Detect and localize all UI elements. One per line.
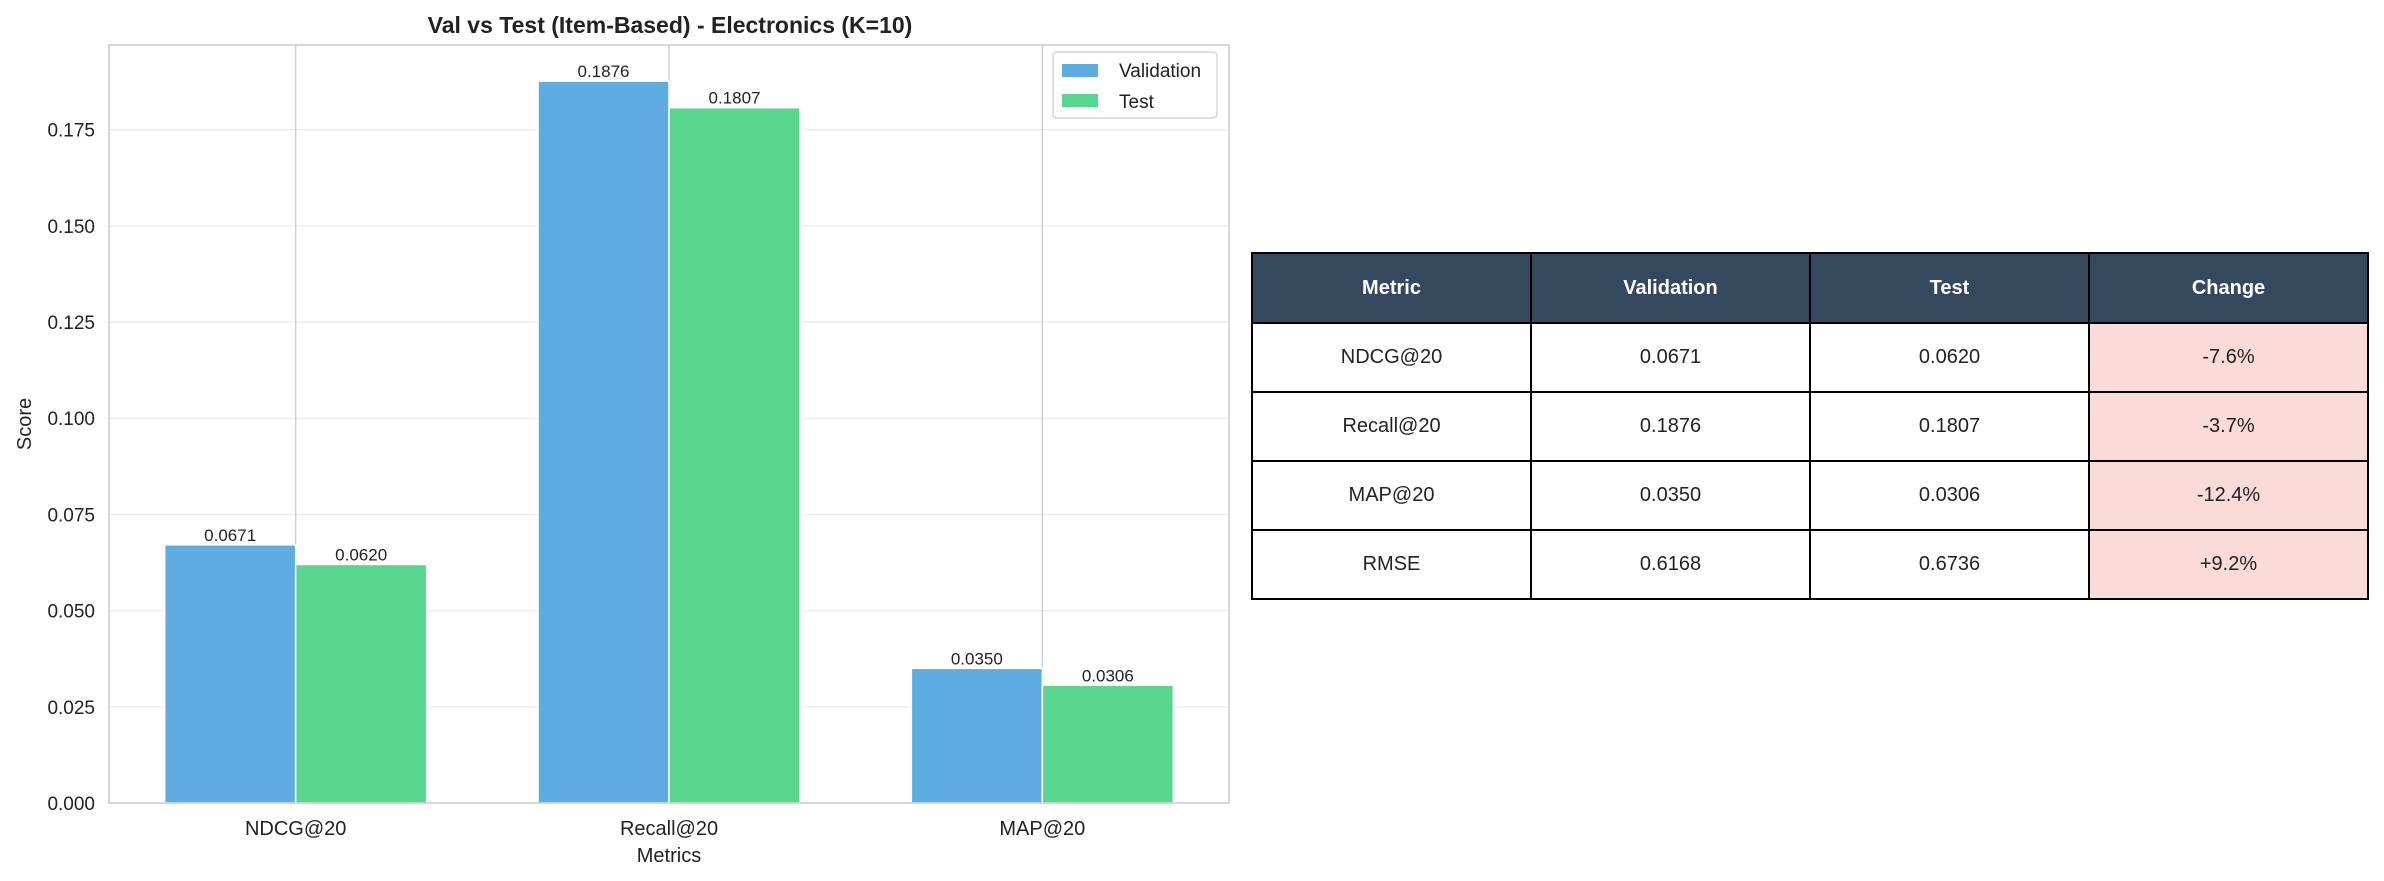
y-tick-label: 0.025 [47,698,95,719]
y-tick-label: 0.000 [47,794,95,815]
x-tick-label: NDCG@20 [245,818,346,840]
bar-test-2 [1041,684,1175,804]
bar-value-label: 0.0350 [951,649,1003,668]
bar-test-1 [668,106,801,804]
cell-change: -3.7% [2088,391,2369,462]
y-axis-ticks: 0.000 0.025 0.050 0.075 0.100 0.125 0.150 0.175 [47,121,95,815]
y-tick-label: 0.050 [47,602,95,623]
labels-layer: 0.0671 0.1876 0.0350 0.0620 0.1807 0.0306 [204,62,1134,685]
bar-value-label: 0.0620 [335,545,387,564]
header-metric: Metric [1251,252,1532,324]
table-row: Recall@20 0.1876 0.1807 -3.7% [1251,391,2369,462]
legend-swatch-validation [1062,64,1098,77]
bar-value-label: 0.0671 [204,526,256,545]
cell-test: 0.1807 [1809,391,2090,462]
metrics-table: Metric Validation Test Change NDCG@20 0.… [1251,252,2369,600]
x-axis-label: Metrics [637,845,701,867]
cell-change: -7.6% [2088,322,2369,393]
x-tick-label: Recall@20 [620,818,718,840]
table-header-row: Metric Validation Test Change [1251,252,2369,324]
bar-value-label: 0.0306 [1082,666,1134,685]
header-change: Change [2088,252,2369,324]
legend-swatch-test [1062,94,1098,107]
legend: Validation Test [1052,51,1218,119]
x-axis-ticks: NDCG@20 Recall@20 MAP@20 [245,818,1085,840]
y-tick-label: 0.150 [47,217,95,238]
bar-validation-1 [537,80,670,804]
y-tick-label: 0.175 [47,121,95,142]
y-axis-label: Score [14,398,36,450]
plot-frame [108,44,1230,804]
cell-metric: MAP@20 [1251,460,1532,531]
bar-test-0 [294,563,428,804]
legend-label-test: Test [1119,92,1155,113]
cell-change: +9.2% [2088,529,2369,600]
x-tick-label: MAP@20 [999,818,1085,840]
cell-validation: 0.6168 [1530,529,1811,600]
table-row: MAP@20 0.0350 0.0306 -12.4% [1251,460,2369,531]
legend-label-validation: Validation [1119,61,1201,82]
cell-test: 0.0306 [1809,460,2090,531]
header-validation: Validation [1530,252,1811,324]
bar-value-label: 0.1807 [709,89,761,108]
cell-metric: Recall@20 [1251,391,1532,462]
cell-test: 0.0620 [1809,322,2090,393]
cell-metric: NDCG@20 [1251,322,1532,393]
cell-test: 0.6736 [1809,529,2090,600]
chart-title: Val vs Test (Item-Based) - Electronics (… [428,12,913,38]
bars-layer [163,80,1175,804]
cell-validation: 0.1876 [1530,391,1811,462]
cell-validation: 0.0350 [1530,460,1811,531]
header-test: Test [1809,252,2090,324]
bar-validation-0 [163,544,297,804]
table-row: NDCG@20 0.0671 0.0620 -7.6% [1251,322,2369,393]
bar-chart: Val vs Test (Item-Based) - Electronics (… [14,12,1230,867]
bar-value-label: 0.1876 [578,62,630,81]
table-row: RMSE 0.6168 0.6736 +9.2% [1251,529,2369,600]
cell-change: -12.4% [2088,460,2369,531]
y-tick-label: 0.100 [47,409,95,430]
y-tick-label: 0.125 [47,313,95,334]
bar-validation-2 [910,667,1044,804]
cell-metric: RMSE [1251,529,1532,600]
cell-validation: 0.0671 [1530,322,1811,393]
y-tick-label: 0.075 [47,505,95,526]
